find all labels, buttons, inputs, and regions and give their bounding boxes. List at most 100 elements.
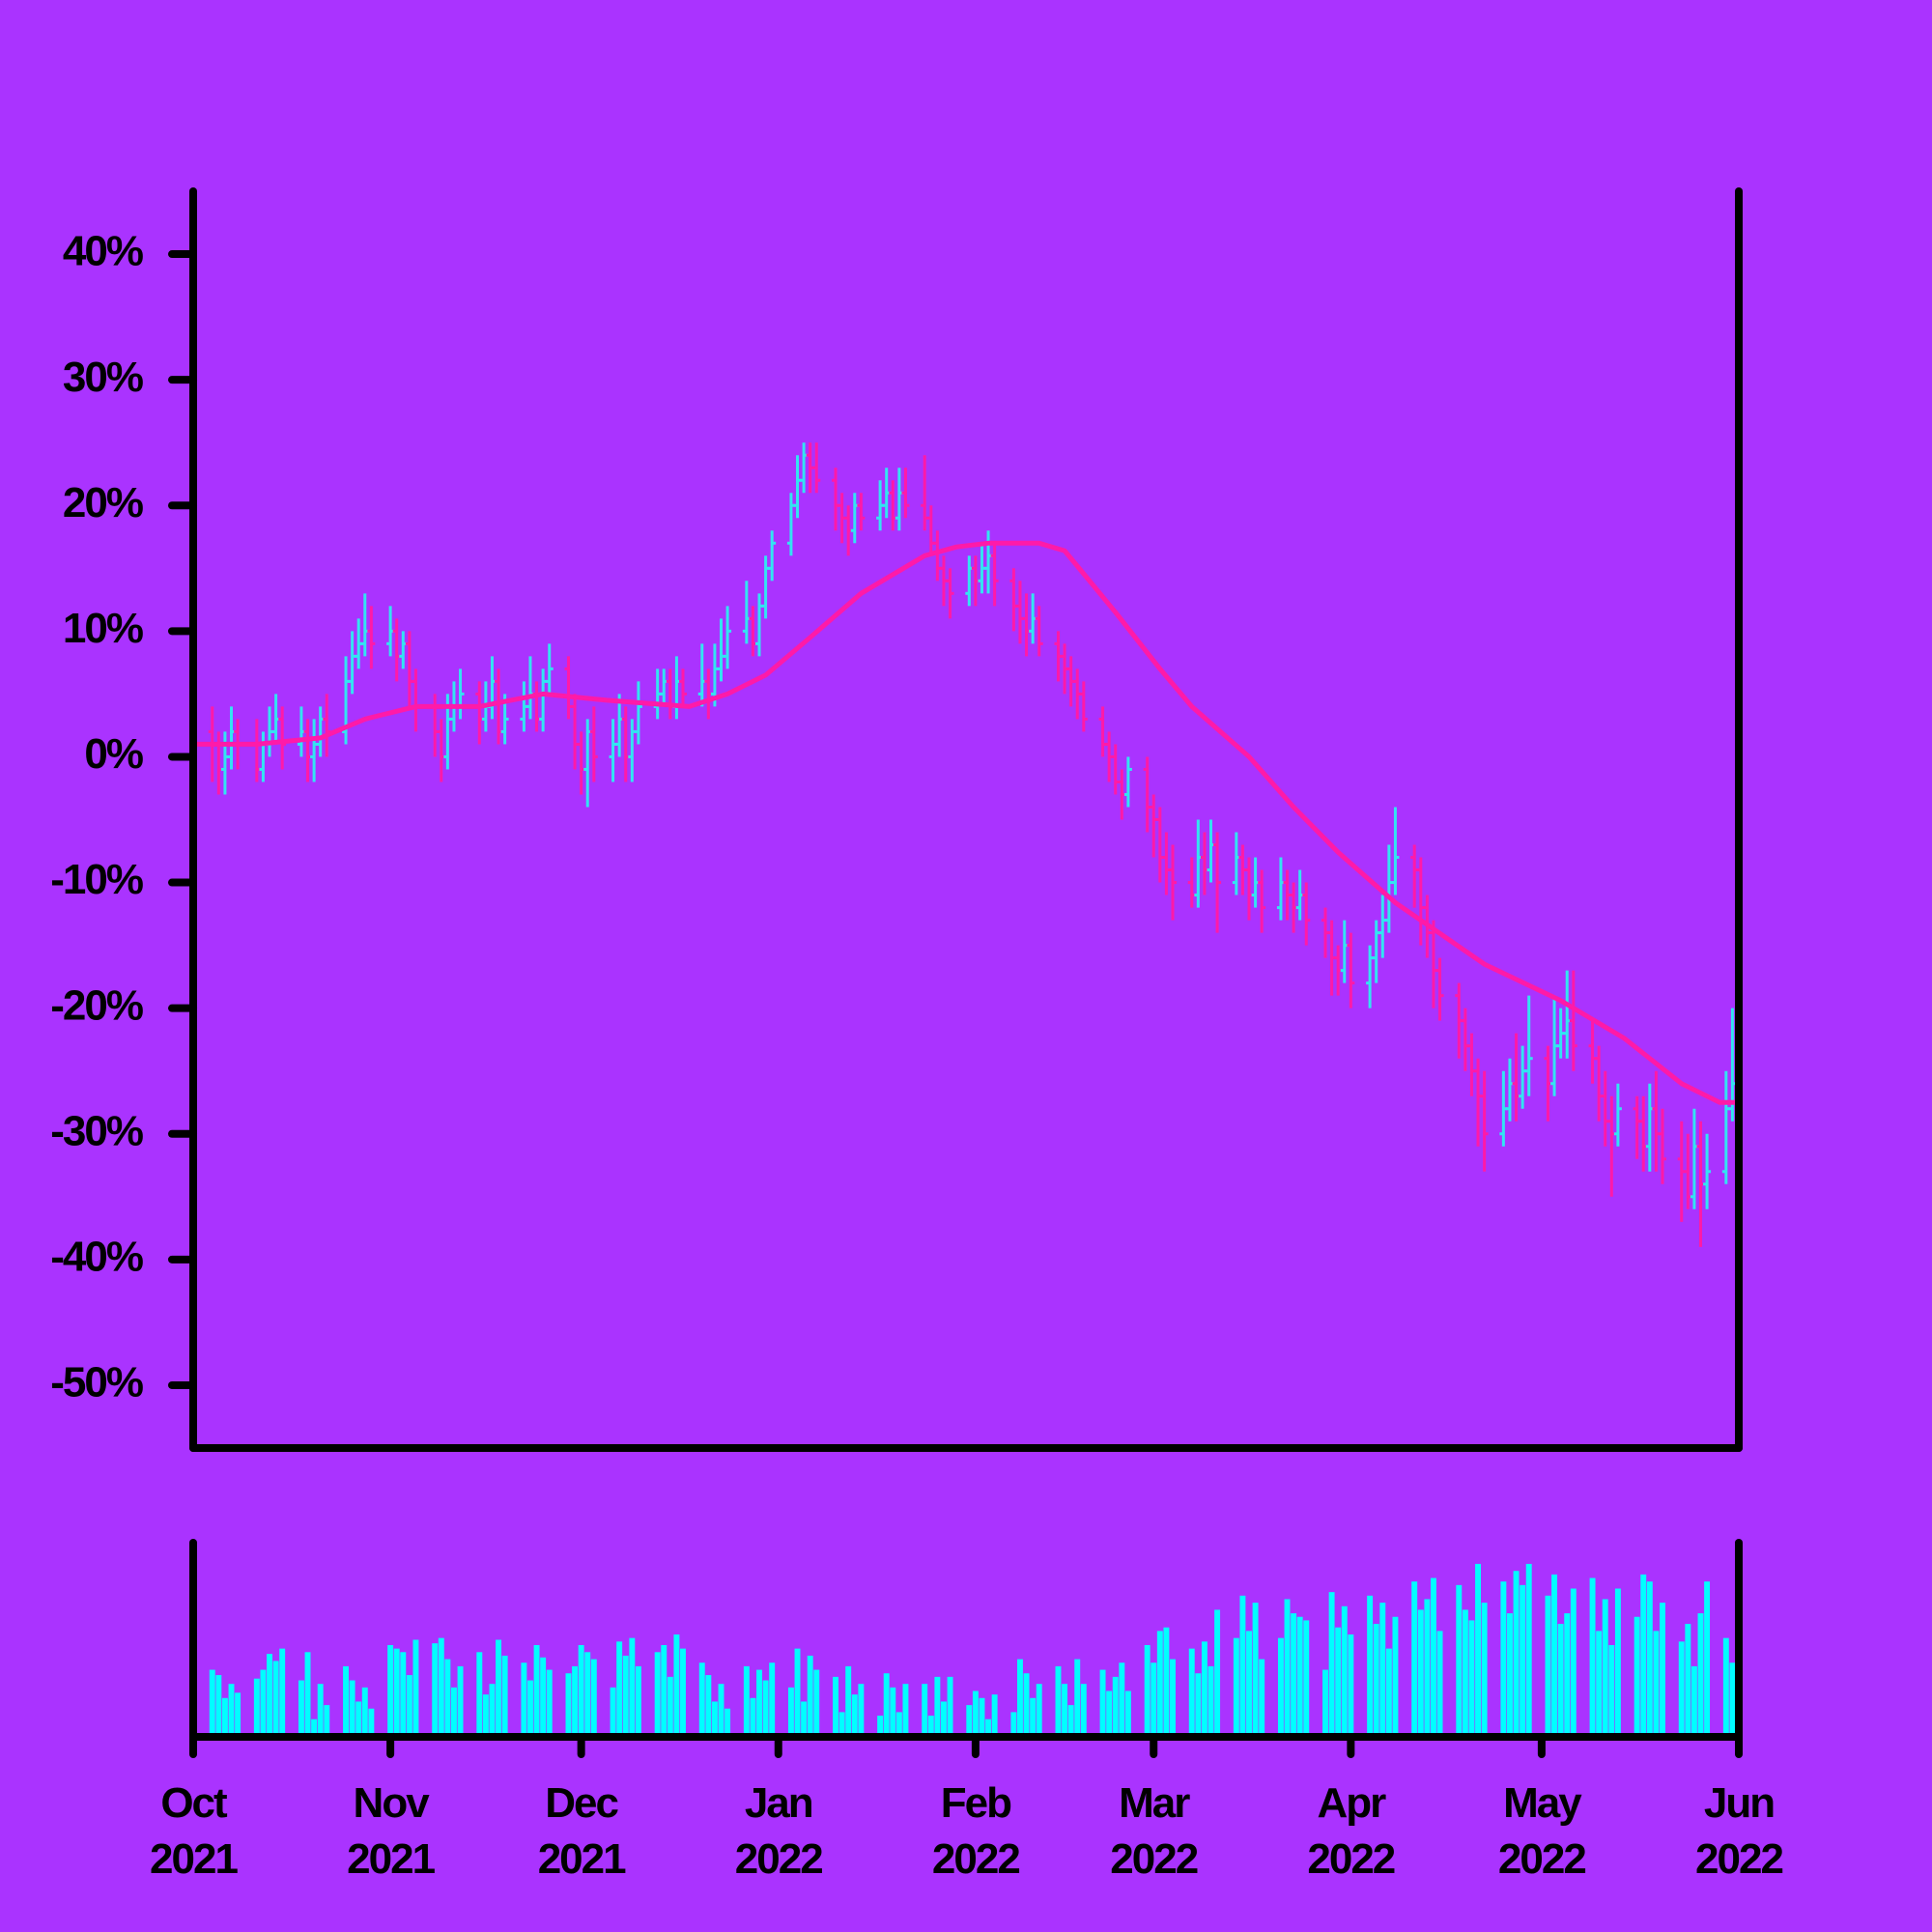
volume-bar <box>858 1684 865 1737</box>
y-tick-label: 40% <box>63 228 143 275</box>
volume-bar <box>1348 1634 1354 1737</box>
volume-bar <box>1411 1581 1418 1737</box>
volume-bar <box>1296 1616 1303 1737</box>
volume-bar <box>1124 1690 1131 1737</box>
volume-bar <box>616 1641 623 1737</box>
volume-bar <box>1430 1577 1436 1737</box>
ohlc-bar <box>1524 995 1533 1096</box>
x-tick-label: Jan 2022 <box>734 1779 824 1883</box>
volume-bar <box>412 1639 419 1737</box>
volume-bar <box>1156 1631 1163 1737</box>
volume-bar <box>1557 1624 1564 1737</box>
ohlc-bar <box>678 668 687 707</box>
y-tick-label: 30% <box>63 354 143 401</box>
volume-bar <box>343 1665 349 1737</box>
volume-bar <box>1475 1563 1482 1737</box>
volume-bar <box>1112 1676 1119 1737</box>
x-tick-label: Mar 2022 <box>1110 1779 1199 1883</box>
volume-bar <box>1373 1624 1379 1737</box>
volume-bar <box>267 1654 272 1737</box>
volume-bar <box>1030 1697 1037 1737</box>
volume-bar <box>209 1669 215 1737</box>
ohlc-bar <box>1658 1108 1666 1184</box>
volume-bar <box>1722 1637 1729 1737</box>
volume-bar <box>457 1665 464 1737</box>
volume-bar <box>1062 1684 1068 1737</box>
volume-bar <box>801 1701 808 1737</box>
volume-bar <box>1106 1690 1113 1737</box>
volume-bar <box>667 1676 673 1737</box>
volume-bar <box>572 1665 579 1737</box>
y-tick-label: -30% <box>50 1107 143 1154</box>
volume-bar <box>546 1669 553 1737</box>
price-panel <box>189 442 1739 1247</box>
volume-bar <box>698 1662 705 1737</box>
volume-bar <box>654 1652 661 1737</box>
volume-bar <box>1697 1613 1704 1737</box>
volume-bar <box>1055 1665 1062 1737</box>
volume-bar <box>1099 1669 1106 1737</box>
volume-bar <box>324 1705 330 1737</box>
ohlc-bar <box>768 530 777 582</box>
volume-bar <box>1602 1599 1608 1737</box>
volume-bar <box>1614 1588 1621 1737</box>
volume-bar <box>1017 1659 1023 1737</box>
volume-bar <box>966 1705 973 1737</box>
volume-bar <box>235 1692 242 1737</box>
volume-bar <box>985 1719 992 1737</box>
ohlc-bar <box>1035 606 1043 657</box>
volume-bar <box>304 1652 311 1737</box>
volume-bar <box>527 1680 533 1737</box>
ohlc-bar <box>1347 932 1355 1009</box>
volume-bar <box>629 1637 636 1737</box>
volume-bar <box>1074 1659 1081 1737</box>
x-tick-label: Nov 2021 <box>347 1779 436 1883</box>
volume-bar <box>1678 1641 1685 1737</box>
volume-bar <box>756 1669 762 1737</box>
y-tick-label: 20% <box>63 479 143 526</box>
volume-bar <box>1551 1574 1558 1737</box>
volume-bar <box>845 1665 852 1737</box>
volume-bar <box>215 1675 222 1737</box>
volume-bar <box>838 1712 845 1737</box>
ohlc-bar <box>857 493 866 531</box>
volume-bar <box>1067 1705 1074 1737</box>
volume-bar <box>1468 1620 1475 1737</box>
volume-bar <box>438 1637 444 1737</box>
volume-bar <box>1214 1609 1221 1737</box>
volume-bar <box>1385 1648 1392 1737</box>
volume-bar <box>940 1701 947 1737</box>
volume-bar <box>1023 1673 1030 1737</box>
volume-bar <box>590 1659 597 1737</box>
volume-bar <box>260 1669 267 1737</box>
frame <box>168 187 1743 1758</box>
ohlc-bar <box>1302 882 1311 946</box>
volume-bar <box>1322 1669 1328 1737</box>
volume-bar <box>1424 1599 1431 1737</box>
volume-bar <box>1201 1641 1208 1737</box>
volume-bar <box>991 1694 998 1737</box>
volume-bar <box>851 1694 858 1737</box>
volume-bar <box>1417 1609 1424 1737</box>
volume-bar <box>253 1678 260 1737</box>
volume-bar <box>883 1673 890 1737</box>
volume-bar <box>361 1687 368 1737</box>
volume-bar <box>1010 1712 1017 1737</box>
ohlc-bar <box>990 543 999 607</box>
volume-bar <box>1608 1644 1615 1737</box>
volume-bar <box>1589 1577 1596 1737</box>
volume-bar <box>680 1648 686 1737</box>
volume-bar <box>1500 1581 1507 1737</box>
volume-bar <box>890 1687 896 1737</box>
volume-bar <box>1188 1648 1195 1737</box>
volume-bar <box>533 1644 540 1737</box>
volume-bar <box>922 1684 928 1737</box>
ohlc-bar <box>1569 970 1577 1071</box>
volume-bar <box>724 1708 731 1737</box>
volume-bar <box>833 1676 838 1737</box>
volume-bar <box>718 1684 724 1737</box>
ohlc-bar <box>946 568 954 619</box>
volume-bar <box>635 1665 641 1737</box>
volume-bar <box>972 1690 979 1737</box>
